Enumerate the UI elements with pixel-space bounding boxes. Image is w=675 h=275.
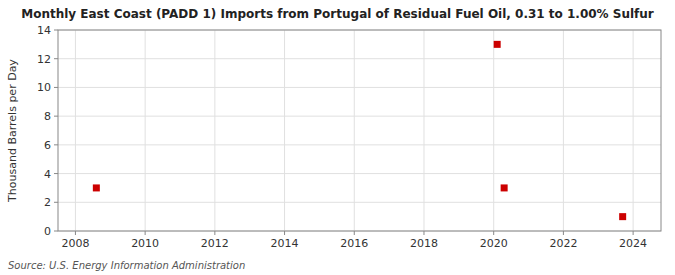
grid-line-x bbox=[214, 30, 215, 231]
y-axis-label: Thousand Barrels per Day bbox=[6, 59, 19, 203]
point bbox=[93, 184, 100, 191]
tick-label-x: 2008 bbox=[61, 237, 89, 250]
grid-line-y bbox=[58, 58, 661, 59]
grid bbox=[58, 30, 661, 231]
tick-y bbox=[54, 202, 58, 203]
axes: 2008 2010 2012 2014 2016 2018 2020 2022 2024 0 2 4 6… bbox=[37, 24, 647, 250]
tick-label-x: 2014 bbox=[271, 237, 299, 250]
point bbox=[494, 41, 501, 48]
tick-label-y: 6 bbox=[44, 139, 51, 152]
grid-line-x bbox=[563, 30, 564, 231]
grid-line-x bbox=[493, 30, 494, 231]
tick-y bbox=[54, 58, 58, 59]
chart-svg: 2008 2010 2012 2014 2016 2018 2020 2022 2024 0 2 4 6… bbox=[0, 0, 675, 275]
tick-x bbox=[214, 231, 215, 235]
grid-line-x bbox=[145, 30, 146, 231]
tick-x bbox=[284, 231, 285, 235]
tick-label-x: 2012 bbox=[201, 237, 229, 250]
chart-title: Monthly East Coast (PADD 1) Imports from… bbox=[21, 7, 654, 21]
grid-line-y bbox=[58, 202, 661, 203]
tick-label-x: 2020 bbox=[480, 237, 508, 250]
grid-line-x bbox=[284, 30, 285, 231]
tick-label-x: 2018 bbox=[410, 237, 438, 250]
grid-line-x bbox=[354, 30, 355, 231]
grid-line-y bbox=[58, 144, 661, 145]
tick-y bbox=[54, 87, 58, 88]
tick-label-y: 0 bbox=[44, 225, 51, 238]
tick-y bbox=[54, 173, 58, 174]
grid-line-x bbox=[633, 30, 634, 231]
tick-y bbox=[54, 144, 58, 145]
grid-line-y bbox=[58, 173, 661, 174]
chart-container: 2008 2010 2012 2014 2016 2018 2020 2022 2024 0 2 4 6… bbox=[0, 0, 675, 275]
tick-x bbox=[75, 231, 76, 235]
tick-label-y: 14 bbox=[37, 24, 51, 37]
plot-frame bbox=[58, 30, 661, 231]
tick-label-x: 2024 bbox=[619, 237, 647, 250]
tick-x bbox=[493, 231, 494, 235]
grid-line-x bbox=[75, 30, 76, 231]
point bbox=[501, 184, 508, 191]
tick-x bbox=[563, 231, 564, 235]
tick-label-y: 4 bbox=[44, 168, 51, 181]
tick-y bbox=[54, 231, 58, 232]
source-note: Source: U.S. Energy Information Administ… bbox=[8, 260, 245, 271]
tick-label-y: 12 bbox=[37, 53, 51, 66]
tick-label-y: 2 bbox=[44, 196, 51, 209]
grid-line-y bbox=[58, 87, 661, 88]
tick-x bbox=[145, 231, 146, 235]
point bbox=[619, 213, 626, 220]
tick-label-x: 2016 bbox=[340, 237, 368, 250]
grid-line-x bbox=[423, 30, 424, 231]
grid-line-y bbox=[58, 116, 661, 117]
tick-x bbox=[423, 231, 424, 235]
points bbox=[93, 41, 626, 220]
tick-y bbox=[54, 116, 58, 117]
tick-x bbox=[633, 231, 634, 235]
tick-label-x: 2010 bbox=[131, 237, 159, 250]
tick-label-y: 10 bbox=[37, 81, 51, 94]
tick-label-y: 8 bbox=[44, 110, 51, 123]
tick-label-x: 2022 bbox=[549, 237, 577, 250]
tick-y bbox=[54, 30, 58, 31]
tick-x bbox=[354, 231, 355, 235]
